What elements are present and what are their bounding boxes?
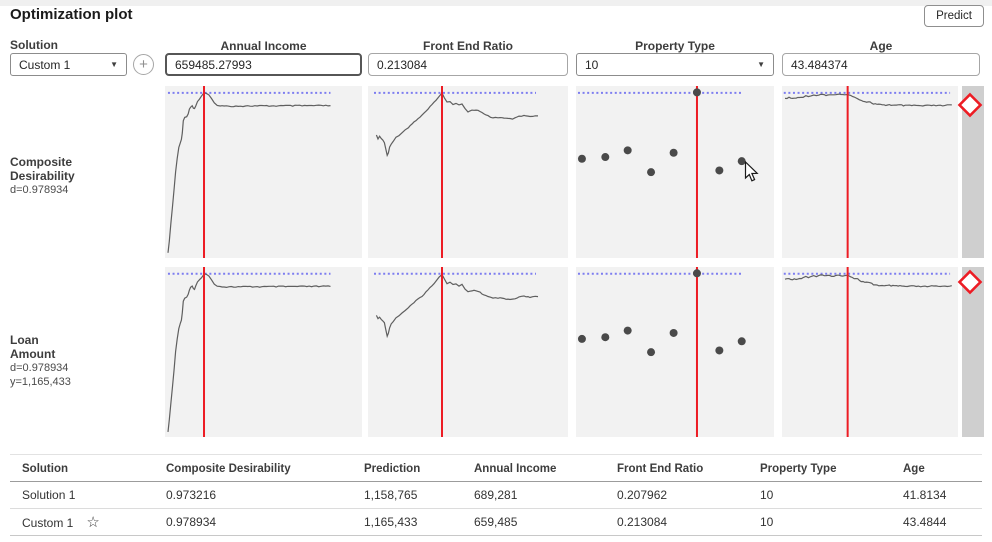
profile-plot-property-type-row2[interactable] <box>576 267 774 437</box>
table-cell: 41.8134 <box>903 488 947 502</box>
table-cell: 0.973216 <box>166 488 217 502</box>
category-point <box>601 153 610 162</box>
table-cell: 1,165,433 <box>364 515 418 529</box>
response-title-line: Composite <box>10 155 73 169</box>
category-point <box>737 157 746 166</box>
table-cell: Custom 1 ☆ <box>22 514 100 531</box>
response-slider-handle-row2[interactable] <box>957 269 983 295</box>
star-icon[interactable]: ☆ <box>86 514 100 531</box>
response-title-line: Desirability <box>10 169 75 183</box>
profile-plot-age-row1[interactable] <box>782 86 958 258</box>
profile-curve <box>167 273 331 432</box>
mouse-cursor <box>744 161 759 182</box>
factor-header-front-end-ratio: Front End Ratio <box>423 39 513 53</box>
table-header-row: Solution Composite Desirability Prediction… <box>10 454 982 482</box>
table-header-annual-income: Annual Income <box>474 463 557 475</box>
front-end-ratio-input[interactable] <box>368 53 568 76</box>
response-stat: d=0.978934 <box>10 362 69 374</box>
response-label-composite-desirability: Composite Desirability d=0.978934 <box>10 155 158 197</box>
table-row[interactable]: Solution 1 0.973216 1,158,765 689,281 0.2079… <box>10 482 982 509</box>
solutions-table: Solution Composite Desirability Prediction… <box>10 454 982 536</box>
response-title-line: Loan <box>10 333 39 347</box>
response-title-line: Amount <box>10 347 56 361</box>
response-slider-handle-row1[interactable] <box>957 92 983 118</box>
table-row[interactable]: Custom 1 ☆ 0.978934 1,165,433 659,485 0.21308… <box>10 509 982 536</box>
table-cell: 0.207962 <box>617 488 668 502</box>
category-point <box>669 328 678 337</box>
category-point <box>577 334 586 343</box>
category-point <box>669 148 678 157</box>
profile-plot-front-end-ratio-row2[interactable] <box>368 267 568 437</box>
table-header-property-type: Property Type <box>760 463 837 475</box>
table-cell: Solution 1 <box>22 488 76 502</box>
category-point <box>737 337 746 346</box>
chevron-down-icon: ▼ <box>757 59 765 69</box>
add-solution-button[interactable]: + <box>133 54 154 75</box>
predict-button[interactable]: Predict <box>924 5 984 27</box>
category-point <box>601 333 610 342</box>
category-point <box>692 88 701 97</box>
category-point <box>647 168 656 177</box>
plus-icon: + <box>139 56 148 73</box>
property-type-dropdown-value: 10 <box>585 57 599 72</box>
response-slider-track-row1 <box>962 86 984 258</box>
table-header-composite-desirability: Composite Desirability <box>166 463 291 475</box>
category-point <box>577 154 586 163</box>
response-stat: d=0.978934 <box>10 184 69 196</box>
profile-plot-property-type-row1[interactable] <box>576 86 774 258</box>
category-point <box>623 146 632 155</box>
factor-header-annual-income: Annual Income <box>220 39 307 53</box>
profile-plot-front-end-ratio-row1[interactable] <box>368 86 568 258</box>
profile-curve <box>375 91 539 158</box>
table-cell: 43.4844 <box>903 515 947 529</box>
profile-plot-annual-income-row1[interactable] <box>165 86 362 258</box>
age-input[interactable] <box>782 53 980 76</box>
diamond-icon <box>957 92 983 118</box>
annual-income-input[interactable] <box>165 53 362 76</box>
table-header-prediction: Prediction <box>364 463 421 475</box>
table-header-solution: Solution <box>22 463 68 475</box>
category-point <box>623 326 632 335</box>
profile-curve <box>375 273 539 339</box>
window-top-strip <box>0 0 992 6</box>
factor-header-property-type: Property Type <box>635 39 715 53</box>
factor-header-age: Age <box>869 39 893 53</box>
property-type-dropdown[interactable]: 10 ▼ <box>576 53 774 76</box>
profile-curve <box>167 92 331 253</box>
table-cell: 689,281 <box>474 488 518 502</box>
diamond-icon <box>957 269 983 295</box>
chevron-down-icon: ▼ <box>110 59 118 69</box>
response-slider-track-row2 <box>962 267 984 437</box>
category-point <box>715 166 724 175</box>
solution-label: Solution <box>10 38 58 52</box>
table-cell: 0.213084 <box>617 515 668 529</box>
table-cell: 1,158,765 <box>364 488 418 502</box>
profile-plot-age-row2[interactable] <box>782 267 958 437</box>
table-cell: 0.978934 <box>166 515 217 529</box>
category-point <box>692 269 701 278</box>
table-header-front-end-ratio: Front End Ratio <box>617 463 704 475</box>
response-stat: y=1,165,433 <box>10 376 71 388</box>
category-point <box>715 346 724 355</box>
response-label-loan-amount: Loan Amount d=0.978934 y=1,165,433 <box>10 333 158 389</box>
category-point <box>647 348 656 357</box>
profile-curve <box>784 274 952 288</box>
solution-dropdown-value: Custom 1 <box>19 57 71 72</box>
table-header-age: Age <box>903 463 925 475</box>
profile-curve <box>784 93 952 107</box>
table-cell: 659,485 <box>474 515 518 529</box>
table-cell: 10 <box>760 515 774 529</box>
page-title: Optimization plot <box>10 6 133 23</box>
table-cell: 10 <box>760 488 774 502</box>
solution-dropdown[interactable]: Custom 1 ▼ <box>10 53 127 76</box>
profile-plot-annual-income-row2[interactable] <box>165 267 362 437</box>
